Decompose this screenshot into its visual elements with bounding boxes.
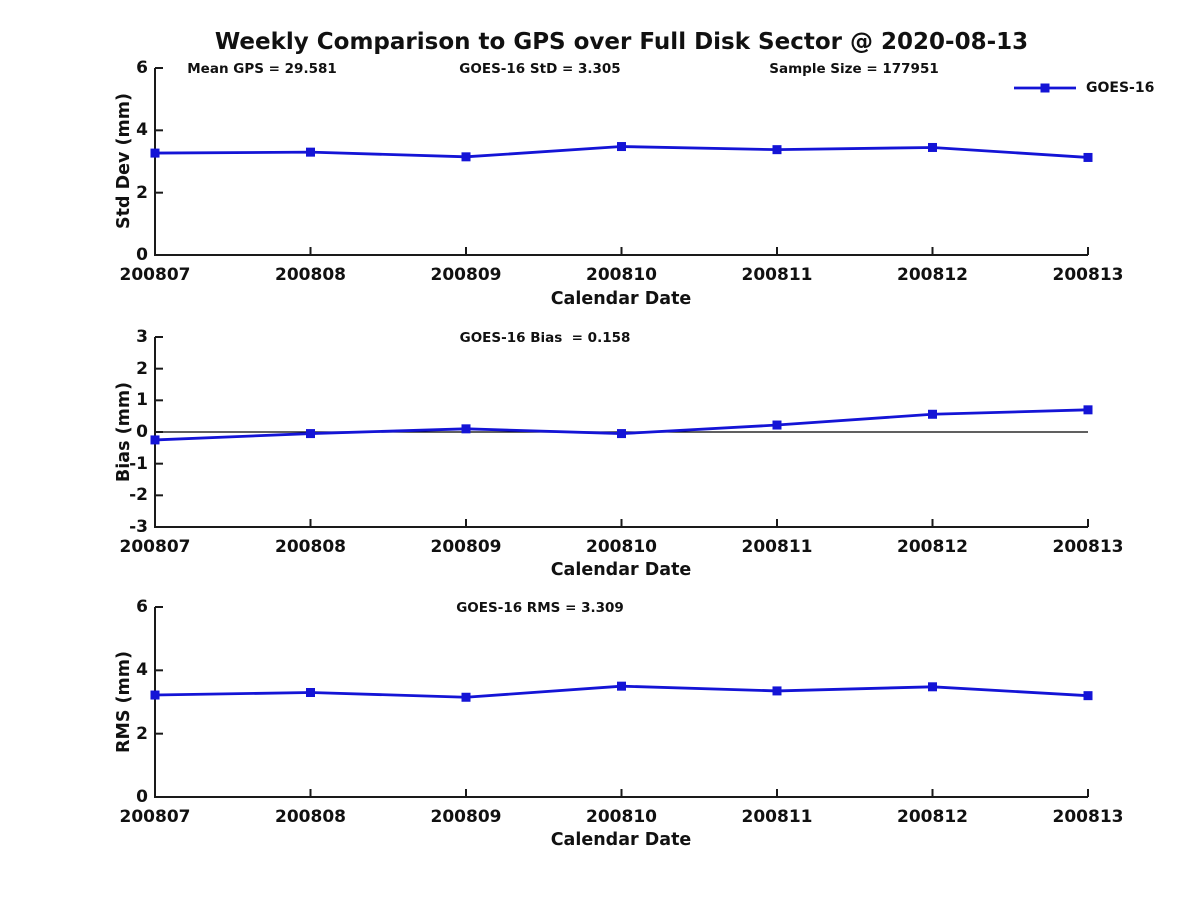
y-axis-label-bias: Bias (mm) [114,381,134,483]
y-axis-label-rms: RMS (mm) [114,650,134,754]
legend-line-icon [1014,83,1076,93]
legend: GOES-16 [1014,80,1154,96]
annotation-goes16-rms: GOES-16 RMS = 3.309 [456,600,624,616]
annotation-goes16-std: GOES-16 StD = 3.305 [459,61,621,77]
x-axis-label-2: Calendar Date [550,560,692,580]
x-axis-label-1: Calendar Date [550,289,692,309]
x-axis-label-3: Calendar Date [550,830,692,850]
y-axis-label-stddev: Std Dev (mm) [114,93,134,229]
legend-label: GOES-16 [1086,80,1155,96]
annotation-mean-gps: Mean GPS = 29.581 [187,61,337,77]
annotation-goes16-bias: GOES-16 Bias = 0.158 [459,330,631,346]
figure-title: Weekly Comparison to GPS over Full Disk … [214,29,1029,55]
annotation-sample-size: Sample Size = 177951 [769,61,939,77]
